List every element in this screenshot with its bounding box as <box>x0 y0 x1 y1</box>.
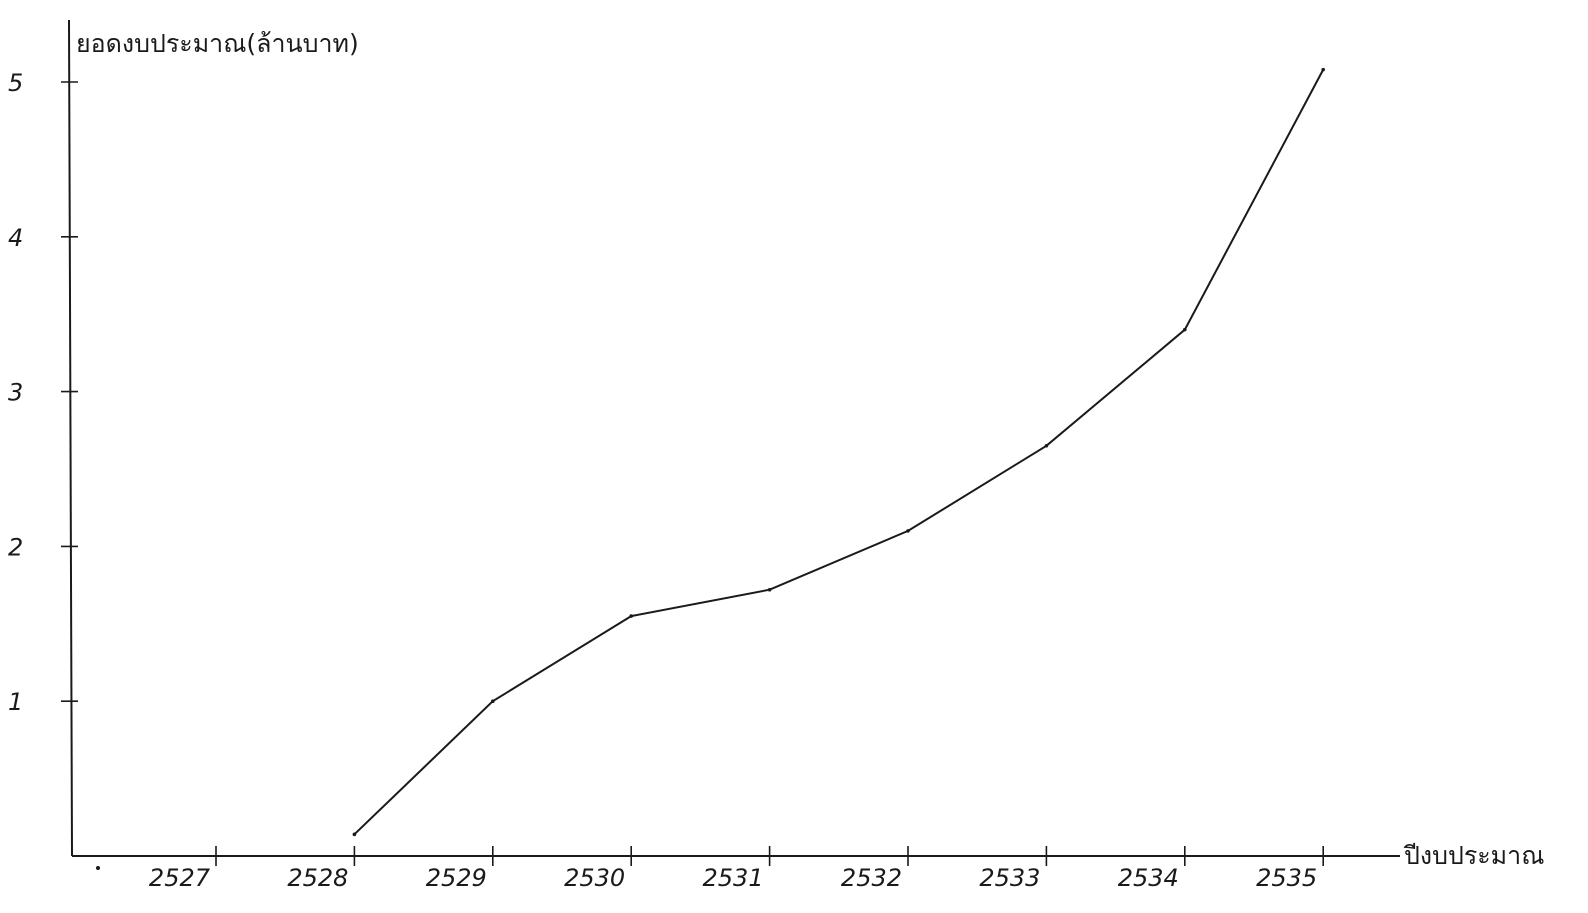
y-tick-label: 4 <box>8 224 23 252</box>
y-ticks: 1 2 3 4 5 <box>8 69 78 716</box>
data-point <box>1321 67 1325 72</box>
data-point <box>1183 327 1187 332</box>
x-tick-label: 2529 <box>426 864 487 892</box>
data-point <box>1044 443 1049 448</box>
x-axis-label: ปีงบประมาณ <box>1403 841 1544 870</box>
x-tick-label: 2532 <box>841 864 902 892</box>
y-axis <box>68 19 73 857</box>
series-layer <box>352 67 1325 837</box>
x-tick-label: 2531 <box>703 864 764 892</box>
x-ticks: 2527 2528 2529 2530 2531 2532 2533 2534 2535 <box>96 846 1324 892</box>
y-tick-label: 5 <box>8 69 23 97</box>
x-tick-label: 2534 <box>1118 864 1179 892</box>
y-tick-label: 2 <box>8 533 23 561</box>
y-axis-label: ยอดงบประมาณ(ล้านบาท) <box>76 29 359 58</box>
x-tick-label: 2533 <box>979 864 1040 892</box>
x-tick-label: 2527 <box>149 864 211 892</box>
data-point <box>767 587 772 592</box>
stray-dot <box>96 866 100 870</box>
x-tick-label: 2535 <box>1256 864 1317 892</box>
data-point <box>491 699 495 703</box>
series-line <box>353 69 1325 836</box>
y-tick-label: 1 <box>8 688 23 716</box>
y-axis-line <box>68 19 73 857</box>
data-point <box>629 614 633 618</box>
data-point <box>352 832 357 837</box>
data-point <box>906 529 910 533</box>
x-tick-label: 2530 <box>564 864 625 892</box>
x-tick-label: 2528 <box>287 864 348 892</box>
y-tick-label: 3 <box>8 379 23 407</box>
